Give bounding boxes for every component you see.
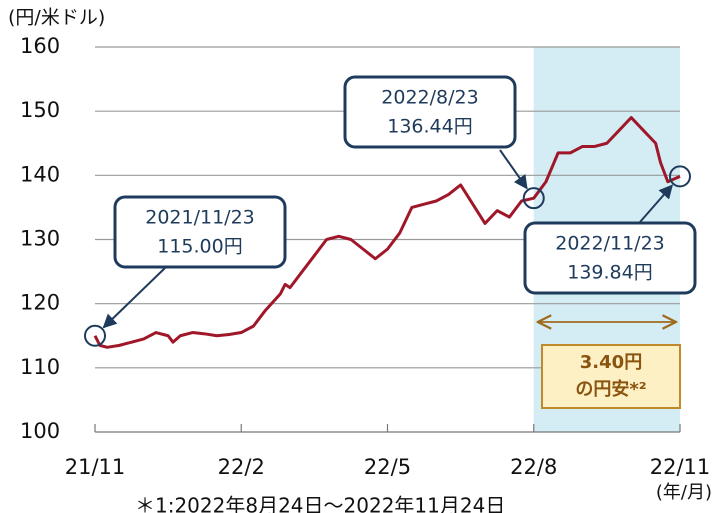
x-tick-label: 22/5 (364, 455, 411, 479)
callout-value: 136.44円 (387, 116, 472, 138)
callout-date: 2022/11/23 (555, 233, 665, 255)
y-tick-label: 110 (20, 355, 60, 379)
price-line (93, 116, 681, 349)
callout-value: 115.00円 (157, 236, 242, 258)
summary-text: 3.40円 (580, 352, 642, 373)
x-tick-label: 22/8 (510, 455, 557, 479)
y-tick-label: 120 (20, 291, 60, 315)
y-tick-label: 140 (20, 162, 60, 186)
callout-date: 2022/8/23 (381, 87, 478, 109)
point-marker (522, 187, 545, 210)
y-axis-label: (円/米ドル) (8, 7, 105, 29)
y-tick-label: 130 (20, 227, 60, 251)
callout-box (113, 195, 287, 269)
x-axis-label: (年/月) (656, 482, 712, 503)
callout-arrow (102, 267, 166, 329)
x-tick-label: 22/11 (650, 455, 711, 479)
callout-box (523, 221, 697, 295)
x-tick-label: 21/11 (65, 455, 126, 479)
point-marker (84, 324, 106, 347)
callout-box (343, 75, 517, 149)
point-marker (669, 165, 691, 188)
callout-date: 2021/11/23 (145, 207, 255, 229)
summary-text: の円安*² (575, 378, 646, 400)
y-tick-label: 160 (20, 34, 60, 58)
x-tick-label: 22/2 (218, 455, 265, 479)
footnote: ＊1:2022年8月24日〜2022年11月24日 (135, 494, 505, 513)
callout-arrow (499, 149, 528, 190)
y-tick-label: 150 (20, 98, 60, 122)
callout-arrow (639, 184, 674, 223)
summary-box (541, 344, 681, 409)
y-tick-label: 100 (20, 419, 60, 443)
callout-value: 139.84円 (567, 262, 652, 284)
